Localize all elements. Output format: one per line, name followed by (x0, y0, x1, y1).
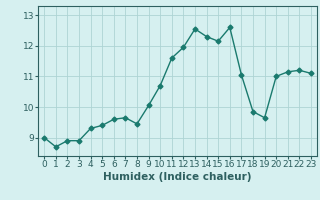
X-axis label: Humidex (Indice chaleur): Humidex (Indice chaleur) (103, 172, 252, 182)
